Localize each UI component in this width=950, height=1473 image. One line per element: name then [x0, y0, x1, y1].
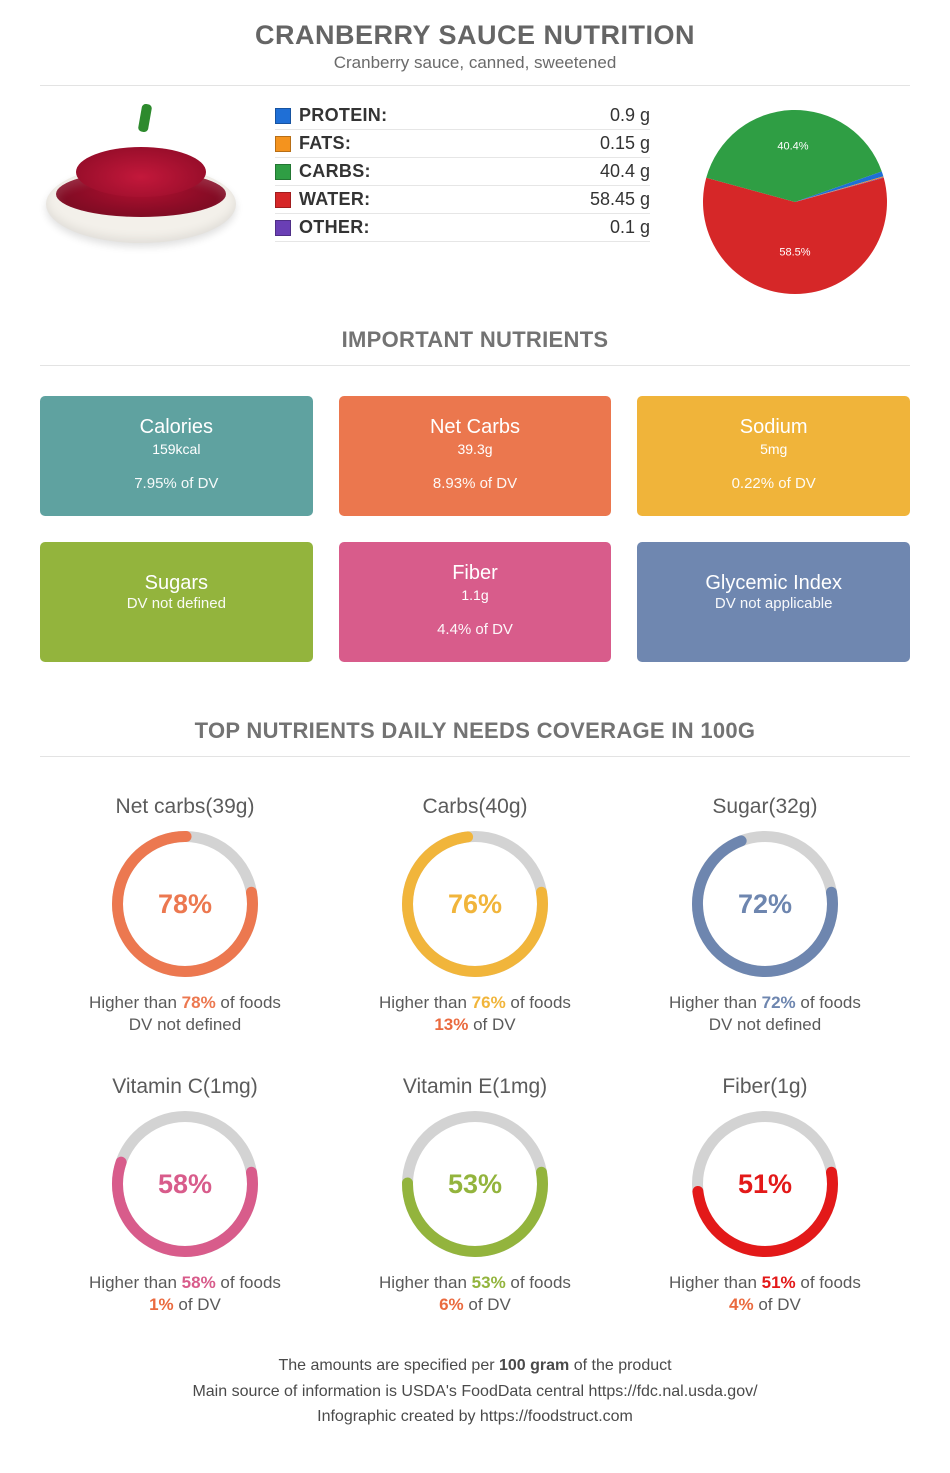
macro-value: 58.45 g: [590, 189, 650, 210]
donut-label: Vitamin C(1mg): [58, 1075, 312, 1099]
color-swatch: [275, 164, 291, 180]
card-title: Sodium: [653, 416, 894, 439]
macro-value: 0.15 g: [600, 133, 650, 154]
card-title: Net Carbs: [355, 416, 596, 439]
page-subtitle: Cranberry sauce, canned, sweetened: [40, 53, 910, 73]
card-value: 159kcal: [56, 441, 297, 457]
footer-line-1: The amounts are specified per 100 gram o…: [40, 1353, 910, 1379]
important-nutrients-title: IMPORTANT NUTRIENTS: [40, 327, 910, 353]
nutrient-card: SugarsDV not defined: [40, 542, 313, 662]
macro-value: 0.1 g: [610, 217, 650, 238]
card-value: 1.1g: [355, 587, 596, 603]
footer: The amounts are specified per 100 gram o…: [40, 1353, 910, 1430]
svg-text:72%: 72%: [738, 889, 792, 919]
nutrient-card: Sodium 5mg 0.22% of DV: [637, 396, 910, 516]
donut-dv: 13% of DV: [348, 1015, 602, 1035]
macro-label: WATER:: [299, 189, 370, 210]
donut-chart: Sugar(32g) 72% Higher than 72% of foodsDV …: [620, 785, 910, 1065]
donut-subtext: Higher than 72% of foods: [638, 993, 892, 1013]
svg-text:58.5%: 58.5%: [779, 247, 810, 259]
donut-subtext: Higher than 76% of foods: [348, 993, 602, 1013]
color-swatch: [275, 192, 291, 208]
svg-text:78%: 78%: [158, 889, 212, 919]
donut-dv: DV not defined: [58, 1015, 312, 1035]
svg-text:40.4%: 40.4%: [777, 141, 808, 153]
nutrient-card: Net Carbs 39.3g 8.93% of DV: [339, 396, 612, 516]
footer-text-bold: 100 gram: [499, 1357, 569, 1374]
macro-value: 0.9 g: [610, 105, 650, 126]
donut-chart: Carbs(40g) 76% Higher than 76% of foods13%…: [330, 785, 620, 1065]
card-dv: 4.4% of DV: [355, 621, 596, 638]
macro-label: FATS:: [299, 133, 351, 154]
donut-subtext: Higher than 51% of foods: [638, 1273, 892, 1293]
card-title: Fiber: [355, 562, 596, 585]
nutrient-cards: Calories 159kcal 7.95% of DV Net Carbs 39.3g…: [40, 396, 910, 662]
macro-row: FATS: 0.15 g: [275, 130, 650, 158]
macro-row: PROTEIN: 0.9 g: [275, 102, 650, 130]
donut-dv: 1% of DV: [58, 1295, 312, 1315]
svg-text:51%: 51%: [738, 1169, 792, 1199]
card-value: 5mg: [653, 441, 894, 457]
card-dv: DV not applicable: [653, 595, 894, 612]
card-title: Sugars: [56, 572, 297, 595]
svg-text:58%: 58%: [158, 1169, 212, 1199]
macro-label: CARBS:: [299, 161, 371, 182]
macro-label: OTHER:: [299, 217, 370, 238]
donut-label: Sugar(32g): [638, 795, 892, 819]
divider: [40, 365, 910, 366]
divider: [40, 756, 910, 757]
divider: [40, 85, 910, 86]
macro-row: CARBS: 40.4 g: [275, 158, 650, 186]
card-dv: DV not defined: [56, 595, 297, 612]
donut-chart: Net carbs(39g) 78% Higher than 78% of food…: [40, 785, 330, 1065]
donut-chart: Vitamin C(1mg) 58% Higher than 58% of food…: [40, 1065, 330, 1345]
card-dv: 7.95% of DV: [56, 475, 297, 492]
donut-chart: Fiber(1g) 51% Higher than 51% of foods4% o…: [620, 1065, 910, 1345]
card-dv: 0.22% of DV: [653, 475, 894, 492]
donut-dv: 4% of DV: [638, 1295, 892, 1315]
macro-table: PROTEIN: 0.9 g FATS: 0.15 g CARBS: 40.4 g WATE…: [275, 102, 650, 242]
food-image: [40, 102, 245, 247]
card-dv: 8.93% of DV: [355, 475, 596, 492]
macro-row: WATER: 58.45 g: [275, 186, 650, 214]
pie-chart: 58.5% 40.4%: [680, 102, 910, 307]
card-title: Glycemic Index: [653, 572, 894, 595]
donut-subtext: Higher than 78% of foods: [58, 993, 312, 1013]
top-row: PROTEIN: 0.9 g FATS: 0.15 g CARBS: 40.4 g WATE…: [40, 102, 910, 307]
color-swatch: [275, 220, 291, 236]
nutrient-card: Calories 159kcal 7.95% of DV: [40, 396, 313, 516]
footer-line-3: Infographic created by https://foodstruc…: [40, 1404, 910, 1430]
nutrient-card: Fiber 1.1g 4.4% of DV: [339, 542, 612, 662]
card-value: 39.3g: [355, 441, 596, 457]
donut-dv: 6% of DV: [348, 1295, 602, 1315]
macro-row: OTHER: 0.1 g: [275, 214, 650, 242]
macro-label: PROTEIN:: [299, 105, 387, 126]
donut-label: Fiber(1g): [638, 1075, 892, 1099]
donut-label: Carbs(40g): [348, 795, 602, 819]
svg-text:53%: 53%: [448, 1169, 502, 1199]
donut-chart: Vitamin E(1mg) 53% Higher than 53% of food…: [330, 1065, 620, 1345]
donut-subtext: Higher than 58% of foods: [58, 1273, 312, 1293]
macro-value: 40.4 g: [600, 161, 650, 182]
footer-text: of the product: [569, 1357, 671, 1374]
card-title: Calories: [56, 416, 297, 439]
donut-dv: DV not defined: [638, 1015, 892, 1035]
color-swatch: [275, 108, 291, 124]
page-title: CRANBERRY SAUCE NUTRITION: [40, 20, 910, 51]
footer-line-2: Main source of information is USDA's Foo…: [40, 1379, 910, 1405]
coverage-title: TOP NUTRIENTS DAILY NEEDS COVERAGE IN 10…: [40, 718, 910, 744]
color-swatch: [275, 136, 291, 152]
svg-text:76%: 76%: [448, 889, 502, 919]
donut-charts: Net carbs(39g) 78% Higher than 78% of food…: [40, 785, 910, 1345]
donut-label: Vitamin E(1mg): [348, 1075, 602, 1099]
donut-label: Net carbs(39g): [58, 795, 312, 819]
nutrient-card: Glycemic IndexDV not applicable: [637, 542, 910, 662]
donut-subtext: Higher than 53% of foods: [348, 1273, 602, 1293]
footer-text: The amounts are specified per: [278, 1357, 499, 1374]
